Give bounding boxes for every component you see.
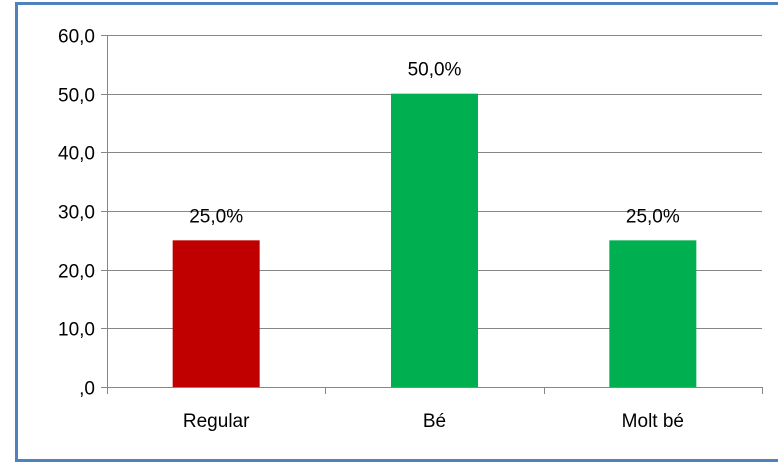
- bar: [391, 93, 478, 388]
- x-tick-label: Bé: [423, 411, 446, 432]
- x-tick-label: Molt bé: [622, 411, 684, 432]
- data-labels: 25,0% 50,0% 25,0%: [189, 60, 680, 228]
- y-tick-label: 30,0: [58, 203, 95, 224]
- y-tick-label: 50,0: [58, 86, 95, 107]
- bar-chart: ,0 10,0 20,0 30,0 40,0 50,0 60,0 Regular Bé Molt…: [58, 27, 763, 432]
- y-tick-label: 60,0: [58, 27, 95, 48]
- bars: [172, 93, 697, 388]
- y-tick-labels: ,0 10,0 20,0 30,0 40,0 50,0 60,0: [58, 27, 95, 400]
- x-tick-label: Regular: [183, 411, 250, 432]
- data-label: 50,0%: [408, 60, 462, 81]
- y-tick-label: 20,0: [58, 262, 95, 283]
- bar: [609, 240, 697, 387]
- y-tick-label: 40,0: [58, 144, 95, 165]
- data-label: 25,0%: [626, 206, 680, 227]
- bar: [172, 240, 260, 387]
- data-label: 25,0%: [189, 206, 243, 227]
- y-tick-label: ,0: [79, 379, 95, 400]
- axes: [101, 35, 763, 394]
- y-tick-label: 10,0: [58, 320, 95, 341]
- x-tick-labels: Regular Bé Molt bé: [183, 411, 684, 432]
